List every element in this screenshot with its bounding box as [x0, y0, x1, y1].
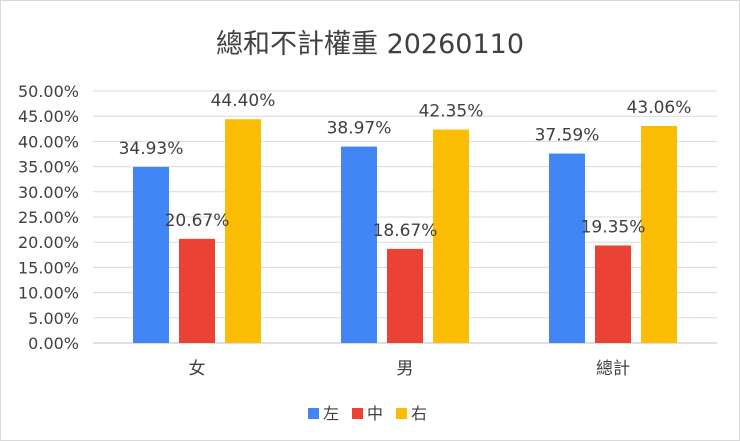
- data-label: 20.67%: [165, 211, 230, 231]
- bar-右-總計: [641, 125, 677, 343]
- data-label: 42.35%: [419, 102, 484, 122]
- y-tick-label: 0.00%: [28, 334, 79, 353]
- y-tick-label: 30.00%: [18, 183, 79, 202]
- y-tick-label: 15.00%: [18, 258, 79, 277]
- y-tick-label: 50.00%: [18, 82, 79, 101]
- category-label: 總計: [596, 359, 630, 379]
- x-axis-categories: 女 男 總計: [189, 359, 631, 379]
- legend-label: 左: [323, 404, 339, 423]
- legend: 左中右: [308, 404, 427, 423]
- bar-左-男: [341, 146, 377, 343]
- bar-右-女: [225, 119, 261, 343]
- data-label: 19.35%: [581, 217, 646, 237]
- bar-左-總計: [549, 153, 585, 343]
- legend-swatch: [308, 408, 319, 419]
- y-tick-label: 5.00%: [28, 309, 79, 328]
- y-tick-label: 20.00%: [18, 233, 79, 252]
- data-label: 34.93%: [119, 139, 184, 159]
- legend-swatch: [352, 408, 363, 419]
- y-tick-label: 45.00%: [18, 107, 79, 126]
- data-label: 43.06%: [627, 98, 692, 118]
- y-tick-label: 25.00%: [18, 208, 79, 227]
- data-labels: 34.93% 20.67% 44.40% 38.97% 18.67% 42.35% 37.5…: [119, 91, 692, 241]
- data-label: 18.67%: [373, 221, 438, 241]
- bars: [133, 119, 677, 343]
- bar-右-男: [433, 129, 469, 343]
- y-tick-label: 10.00%: [18, 284, 79, 303]
- category-label: 男: [397, 359, 414, 379]
- y-tick-label: 40.00%: [18, 132, 79, 151]
- legend-label: 右: [411, 404, 427, 423]
- category-label: 女: [189, 359, 206, 379]
- bar-中-總計: [595, 245, 631, 343]
- legend-swatch: [396, 408, 407, 419]
- y-tick-label: 35.00%: [18, 158, 79, 177]
- chart-title: 總和不計權重 20260110: [216, 29, 524, 60]
- bar-中-女: [179, 238, 215, 343]
- bar-中-男: [387, 248, 423, 343]
- data-label: 37.59%: [535, 126, 600, 146]
- data-label: 44.40%: [211, 91, 276, 111]
- bar-左-女: [133, 166, 169, 343]
- legend-label: 中: [367, 404, 383, 423]
- data-label: 38.97%: [327, 119, 392, 139]
- y-axis-ticks: 0.00% 5.00% 10.00% 15.00% 20.00% 25.00% 30.00%…: [18, 82, 79, 353]
